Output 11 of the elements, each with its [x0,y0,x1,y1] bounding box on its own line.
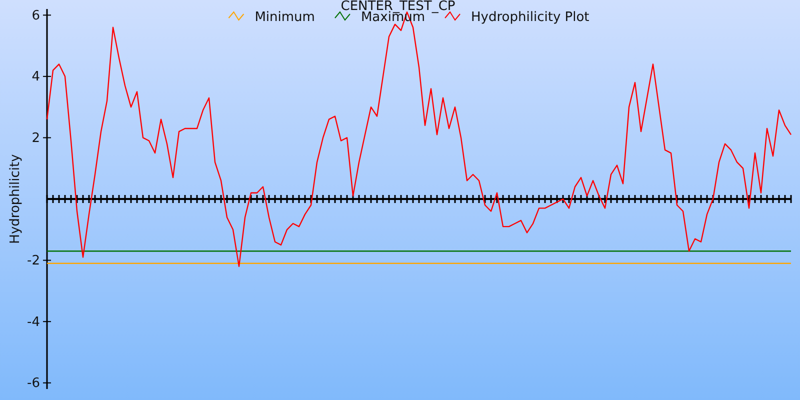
y-tick-label: 4 [32,70,40,85]
y-axis-title: Hydrophilicity [8,154,23,244]
y-tick-label: -2 [27,253,40,268]
chart-title: CENTER_TEST_CP [340,0,456,14]
legend-label: Hydrophilicity Plot [471,10,590,25]
y-tick-label: -6 [27,376,40,392]
y-tick-label: 6 [32,8,40,24]
line-series [46,11,792,268]
y-tick-label: 2 [32,130,40,146]
y-tick-label: -4 [27,314,40,330]
legend-label: Minimum [254,10,315,25]
